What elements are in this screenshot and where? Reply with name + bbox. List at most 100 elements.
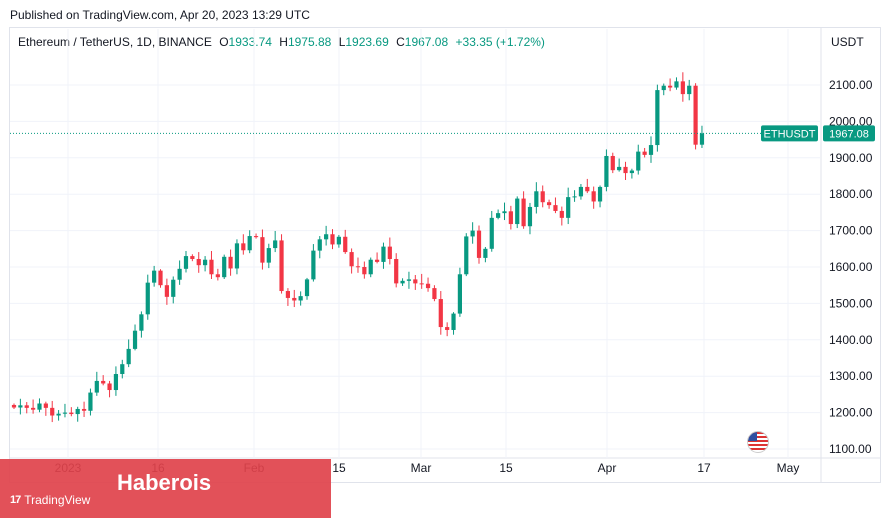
candle-body (438, 299, 443, 328)
low-value: L1923.69 (338, 35, 389, 49)
candle-body (413, 279, 418, 284)
candle-body (88, 392, 93, 411)
candle-body (636, 151, 641, 171)
candle-body (285, 291, 291, 298)
candle-body (604, 155, 609, 187)
candle-body (597, 186, 603, 202)
candle-body (521, 198, 526, 227)
candle-body (343, 236, 348, 253)
tradingview-logo-icon: 17 (10, 494, 21, 506)
y-tick-label: 1600.00 (829, 260, 873, 274)
candle-body (693, 85, 698, 145)
currency-label[interactable]: USDT (831, 35, 864, 49)
candle-body (292, 297, 297, 301)
candle-body (502, 211, 507, 214)
y-tick-label: 2100.00 (829, 78, 873, 92)
candle-body (648, 145, 654, 155)
brand-banner (0, 459, 331, 518)
candle-body (324, 234, 329, 240)
candle-body (171, 279, 176, 297)
candle-body (260, 237, 265, 263)
candle-body (215, 274, 220, 278)
candle-body (336, 236, 341, 245)
candle-body (222, 256, 227, 278)
x-tick-label: 15 (499, 461, 513, 475)
price-tag-label: 1967.08 (829, 128, 869, 140)
candle-body (451, 313, 456, 330)
candle-body (610, 155, 615, 171)
y-tick-label: 1700.00 (829, 224, 873, 238)
candle-body (75, 408, 80, 415)
candle-body (132, 330, 138, 349)
candle-body (655, 90, 660, 146)
brand-name: Haberois (117, 470, 212, 495)
candle-body (241, 243, 246, 251)
candle-body (534, 191, 539, 207)
candle-body (400, 280, 405, 284)
candle-body (234, 243, 240, 269)
price-tag (823, 125, 875, 142)
change-value: +33.35 (+1.72%) (455, 35, 545, 49)
candle-body (330, 234, 335, 245)
candle-body (164, 285, 169, 297)
ticker-tag (761, 125, 818, 142)
candle-body (317, 239, 322, 251)
candle-body (183, 256, 189, 269)
candle-body (699, 133, 705, 145)
candle-body (196, 258, 201, 266)
candle-body (11, 404, 17, 408)
candle-body (527, 206, 533, 227)
candle-body (18, 405, 23, 408)
candle-body (572, 196, 577, 198)
candle-body (566, 197, 571, 218)
candle-body (508, 211, 513, 225)
chart-frame (9, 27, 881, 483)
candle-body (279, 240, 284, 292)
candle-body (470, 230, 475, 237)
candle-body (62, 412, 68, 414)
candle-body (623, 166, 628, 174)
tradingview-logo[interactable]: 17 TradingView (10, 493, 90, 507)
candle-body (355, 266, 361, 268)
x-tick-label: Mar (411, 461, 432, 475)
us-flag-icon[interactable] (747, 431, 769, 453)
candle-body (394, 258, 399, 284)
candle-body (661, 85, 666, 91)
y-tick-label: 1500.00 (829, 296, 873, 310)
candle-body (515, 198, 520, 225)
candle-body (381, 246, 386, 262)
candle-body (247, 236, 252, 251)
candle-body (540, 191, 545, 203)
y-tick-label: 1300.00 (829, 369, 873, 383)
candle-body (362, 267, 367, 275)
candle-body (591, 191, 596, 202)
candle-body (680, 81, 685, 95)
candle-body (464, 236, 469, 275)
candle-body (642, 151, 647, 155)
candle-body (113, 374, 119, 391)
x-tick-label: 17 (697, 461, 711, 475)
candle-body (152, 270, 157, 283)
candle-body (629, 170, 634, 174)
candle-body (425, 283, 431, 289)
symbol-description[interactable]: Ethereum / TetherUS, 1D, BINANCE (18, 35, 212, 49)
y-tick-label: 1900.00 (829, 151, 873, 165)
published-note: Published on TradingView.com, Apr 20, 20… (10, 8, 310, 22)
candle-body (203, 259, 208, 266)
candle-body (145, 282, 150, 315)
x-tick-label: 15 (332, 461, 346, 475)
candle-body (266, 248, 271, 263)
y-tick-label: 1100.00 (829, 442, 872, 456)
candle-body (476, 230, 482, 258)
x-tick-label: Apr (598, 461, 617, 475)
candle-body (368, 259, 373, 275)
ticker-tag-label: ETHUSDT (764, 128, 816, 140)
candle-body (553, 205, 558, 211)
candle-body (107, 383, 112, 391)
candle-body (496, 213, 501, 218)
candle-body (445, 327, 450, 330)
candle-body (56, 413, 61, 416)
candle-body (578, 186, 584, 197)
close-value: C1967.08 (396, 35, 449, 49)
